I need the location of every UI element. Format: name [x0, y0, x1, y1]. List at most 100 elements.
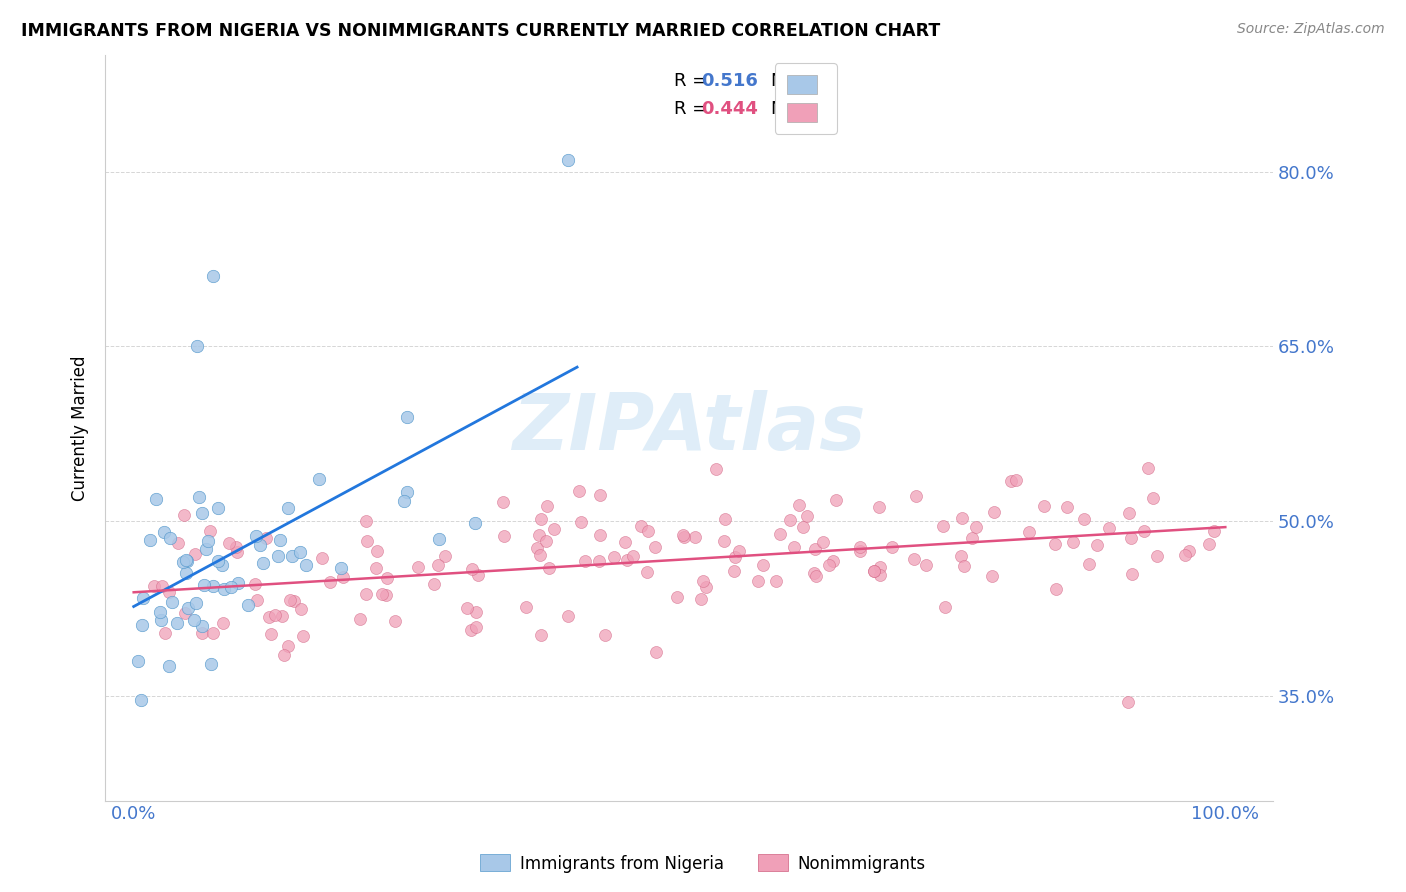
Point: [408, 560, 430, 574]
Point: [704, 461, 727, 475]
Point: [201, 579, 224, 593]
Point: [290, 545, 312, 559]
Point: [267, 549, 290, 563]
Point: [292, 629, 315, 643]
Point: [131, 692, 153, 706]
Point: [1178, 543, 1201, 558]
Point: [427, 532, 450, 546]
Point: [364, 561, 387, 575]
Point: [1146, 549, 1168, 563]
Point: [589, 527, 612, 541]
Point: [751, 558, 773, 572]
Point: [728, 543, 751, 558]
Point: [270, 609, 292, 624]
Point: [143, 579, 166, 593]
Point: [568, 484, 591, 499]
Point: [464, 619, 486, 633]
Point: [226, 545, 249, 559]
Point: [356, 534, 378, 549]
Point: [249, 538, 271, 552]
Point: [273, 648, 295, 662]
Text: 153: 153: [800, 100, 838, 118]
Point: [723, 565, 745, 579]
Point: [183, 613, 205, 627]
Point: [366, 544, 388, 558]
Point: [1119, 532, 1142, 546]
Text: Source: ZipAtlas.com: Source: ZipAtlas.com: [1237, 22, 1385, 37]
Point: [166, 616, 188, 631]
Point: [319, 575, 342, 590]
Text: 54: 54: [800, 72, 825, 90]
Point: [616, 553, 638, 567]
Text: IMMIGRANTS FROM NIGERIA VS NONIMMIGRANTS CURRENTLY MARRIED CORRELATION CHART: IMMIGRANTS FROM NIGERIA VS NONIMMIGRANTS…: [21, 22, 941, 40]
Point: [557, 153, 579, 167]
Point: [150, 613, 173, 627]
Point: [952, 558, 974, 573]
Text: R =: R =: [673, 72, 713, 90]
Point: [962, 531, 984, 545]
Point: [159, 531, 181, 545]
Point: [526, 541, 548, 556]
Point: [1056, 500, 1078, 514]
Point: [530, 511, 553, 525]
Point: [636, 565, 658, 579]
Point: [176, 553, 198, 567]
Point: [370, 587, 392, 601]
Point: [174, 606, 197, 620]
Point: [765, 574, 787, 589]
Point: [427, 558, 450, 573]
Point: [904, 489, 927, 503]
Point: [349, 612, 371, 626]
Point: [155, 626, 177, 640]
Point: [281, 549, 304, 564]
Point: [375, 571, 398, 585]
Point: [207, 500, 229, 515]
Point: [950, 549, 973, 564]
Point: [569, 516, 592, 530]
Point: [384, 615, 406, 629]
Point: [464, 516, 486, 530]
Point: [1000, 474, 1022, 488]
Point: [644, 541, 666, 555]
Point: [139, 533, 162, 548]
Point: [950, 510, 973, 524]
Point: [145, 492, 167, 507]
Legend: , : ,: [775, 63, 837, 134]
Point: [177, 601, 200, 615]
Point: [375, 588, 398, 602]
Point: [283, 594, 305, 608]
Point: [1018, 525, 1040, 540]
Point: [1142, 491, 1164, 506]
Point: [226, 576, 249, 591]
Point: [714, 512, 737, 526]
Point: [188, 490, 211, 504]
Text: 0.444: 0.444: [700, 100, 758, 118]
Point: [173, 508, 195, 523]
Point: [529, 548, 551, 562]
Point: [1043, 537, 1066, 551]
Point: [882, 540, 904, 554]
Point: [269, 533, 291, 548]
Point: [197, 533, 219, 548]
Text: N =: N =: [770, 100, 811, 118]
Point: [869, 560, 891, 574]
Point: [162, 595, 184, 609]
Point: [1121, 566, 1143, 581]
Point: [290, 601, 312, 615]
Point: [202, 626, 225, 640]
Point: [965, 520, 987, 534]
Point: [218, 536, 240, 550]
Point: [783, 540, 806, 554]
Point: [157, 658, 180, 673]
Point: [395, 484, 418, 499]
Point: [174, 566, 197, 580]
Point: [460, 562, 482, 576]
Point: [672, 530, 695, 544]
Point: [1116, 695, 1139, 709]
Point: [200, 524, 222, 539]
Point: [396, 410, 419, 425]
Point: [804, 542, 827, 557]
Point: [157, 584, 180, 599]
Point: [1098, 521, 1121, 535]
Point: [330, 561, 353, 575]
